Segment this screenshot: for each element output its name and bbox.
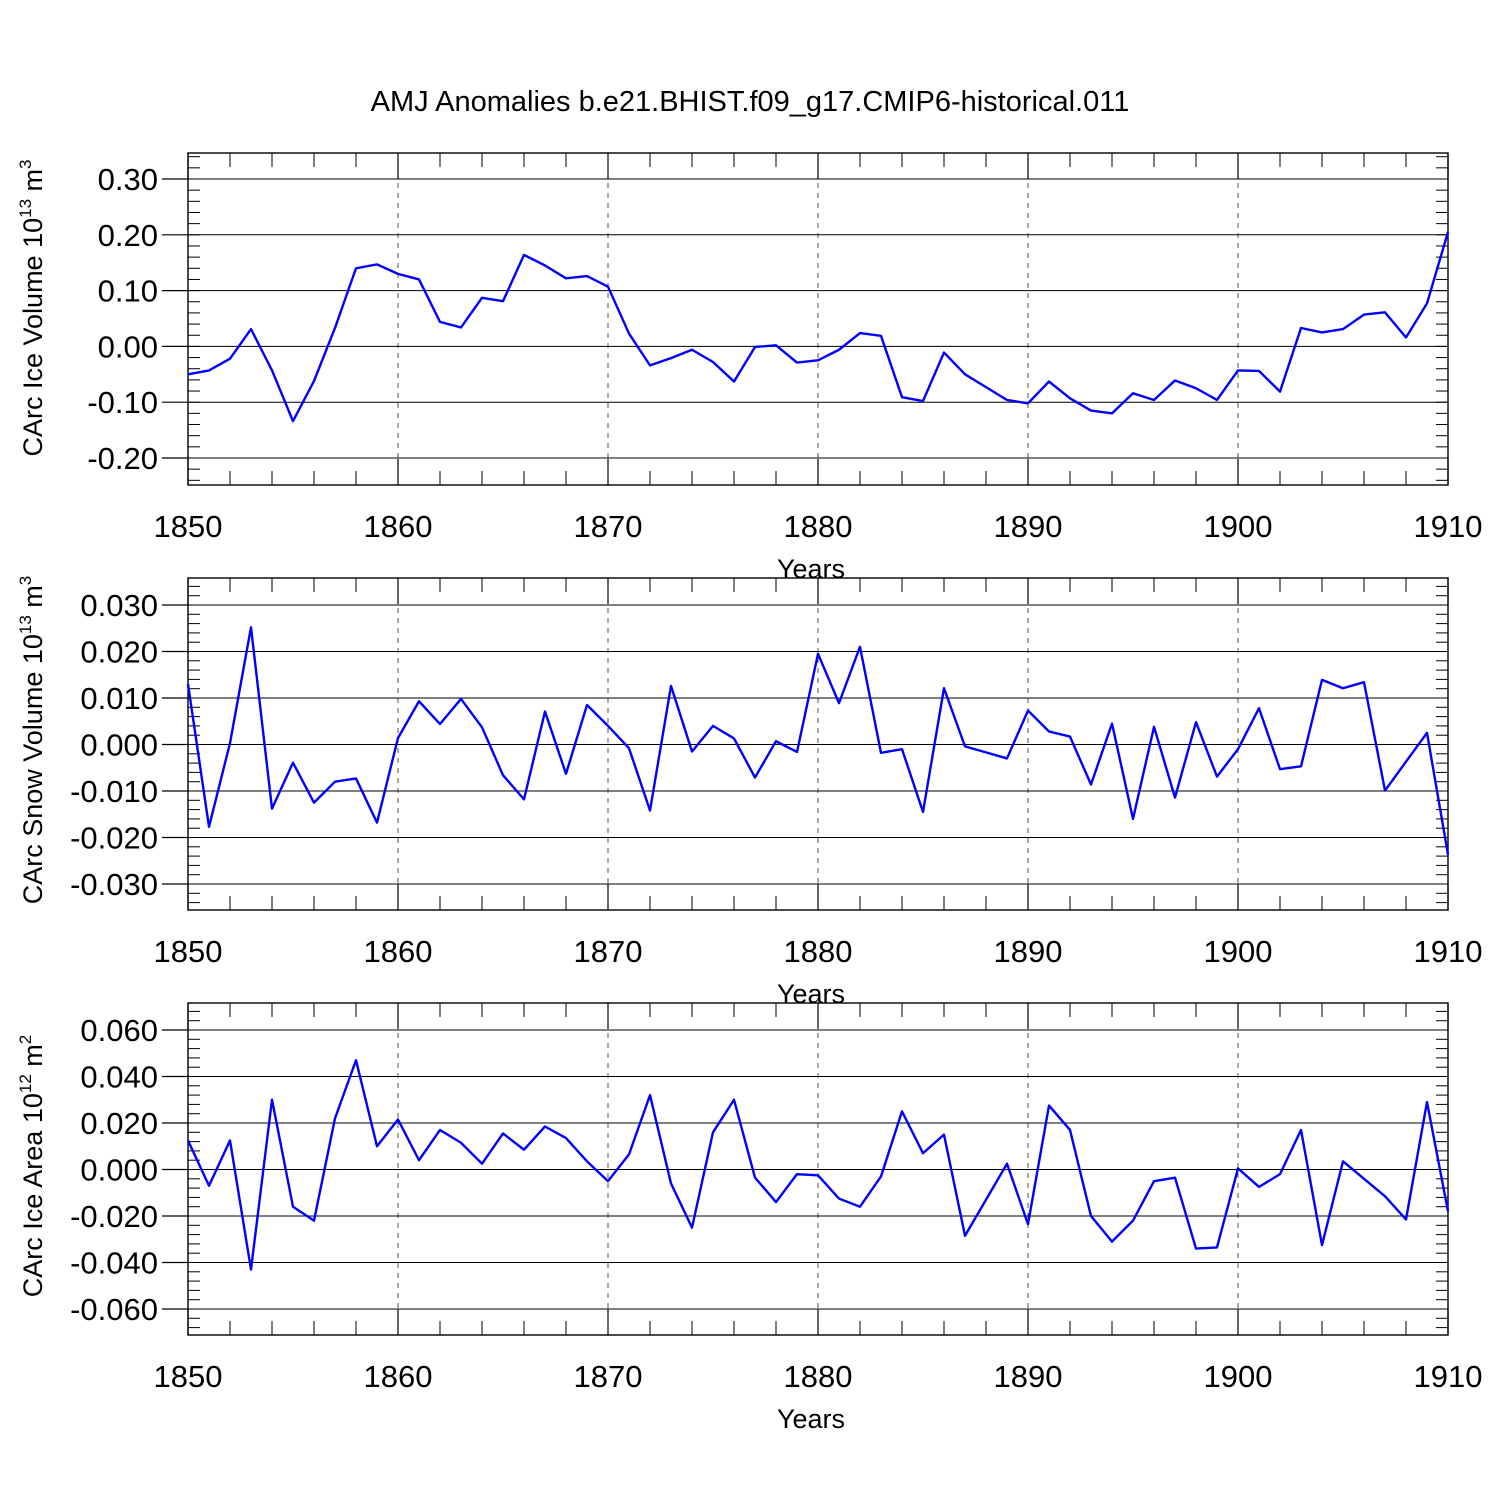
x-tick-label: 1880 [784, 1359, 853, 1394]
y-tick-label: -0.010 [70, 774, 158, 809]
x-axis-label: Years [777, 1404, 845, 1434]
x-tick-label: 1860 [364, 934, 433, 969]
x-tick-label: 1870 [574, 509, 643, 544]
y-axis-label: CArc Snow Volume 1013 m3 [16, 576, 48, 905]
y-tick-label: -0.10 [87, 385, 158, 420]
y-tick-label: 0.020 [80, 1106, 158, 1141]
x-tick-label: 1910 [1414, 1359, 1483, 1394]
y-tick-label: 0.20 [98, 218, 158, 253]
panel-ice-volume: -0.20 -0.10 0.00 0.10 0.20 0.30 1850 1860 1870 18… [16, 152, 1483, 584]
x-tick-label: 1850 [154, 509, 223, 544]
x-tick-label: 1870 [574, 934, 643, 969]
series-line [186, 626, 1450, 855]
x-axis-label: Years [777, 554, 845, 584]
y-tick-label: 0.00 [98, 329, 158, 364]
y-tick-label: 0.10 [98, 274, 158, 309]
y-tick-label: -0.040 [70, 1246, 158, 1281]
y-tick-label: -0.20 [87, 441, 158, 476]
y-tick-label: -0.020 [70, 821, 158, 856]
x-tick-label: 1860 [364, 1359, 433, 1394]
y-tick-label: 0.000 [80, 728, 158, 763]
x-tick-label: 1850 [154, 1359, 223, 1394]
plot-frame [187, 152, 1449, 486]
y-tick-label: -0.020 [70, 1199, 158, 1234]
panel-ice-area: -0.060 -0.040 -0.020 0.000 0.020 0.040 0.060 18… [16, 1002, 1483, 1434]
x-tick-label: 1880 [784, 934, 853, 969]
y-tick-label: 0.020 [80, 635, 158, 670]
x-tick-label: 1870 [574, 1359, 643, 1394]
y-tick-label: 0.040 [80, 1060, 158, 1095]
page-title: AMJ Anomalies b.e21.BHIST.f09_g17.CMIP6-… [370, 86, 1130, 118]
series-line [187, 231, 1450, 423]
plot-frame [187, 1002, 1449, 1336]
y-tick-label: 0.30 [98, 162, 158, 197]
panel-snow-volume: -0.030 -0.020 -0.010 0.000 0.010 0.020 0.030 18… [16, 576, 1482, 1009]
series-line [186, 1059, 1450, 1271]
plot-frame [187, 577, 1449, 911]
x-tick-label: 1900 [1204, 1359, 1273, 1394]
y-tick-label: -0.060 [70, 1292, 158, 1327]
x-tick-label: 1900 [1204, 934, 1273, 969]
y-tick-label: 0.010 [80, 681, 158, 716]
y-tick-label: 0.060 [80, 1013, 158, 1048]
x-tick-label: 1890 [994, 509, 1063, 544]
x-axis-label: Years [777, 979, 845, 1009]
x-tick-label: 1890 [994, 934, 1063, 969]
x-tick-label: 1910 [1414, 509, 1483, 544]
y-axis-label: CArc Ice Area 1012 m2 [16, 1035, 48, 1298]
y-tick-label: 0.000 [80, 1153, 158, 1188]
y-tick-label: -0.030 [70, 867, 158, 902]
x-tick-label: 1890 [994, 1359, 1063, 1394]
x-tick-label: 1880 [784, 509, 853, 544]
x-tick-label: 1850 [154, 934, 223, 969]
y-tick-label: 0.030 [80, 588, 158, 623]
x-tick-label: 1910 [1414, 934, 1483, 969]
y-axis-label: CArc Ice Volume 1013 m3 [16, 159, 48, 456]
x-tick-label: 1860 [364, 509, 433, 544]
x-tick-label: 1900 [1204, 509, 1273, 544]
